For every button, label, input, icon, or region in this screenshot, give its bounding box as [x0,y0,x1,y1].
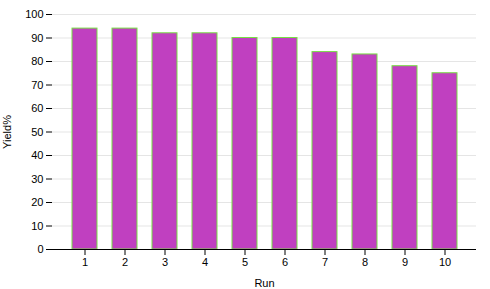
svg-text:10: 10 [31,220,43,232]
svg-text:0: 0 [37,243,43,255]
svg-text:20: 20 [31,196,43,208]
svg-text:30: 30 [31,173,43,185]
svg-text:7: 7 [322,256,328,268]
svg-text:Yield%: Yield% [1,115,13,149]
svg-text:80: 80 [31,55,43,67]
svg-text:2: 2 [122,256,128,268]
svg-text:60: 60 [31,102,43,114]
svg-text:50: 50 [31,126,43,138]
svg-text:5: 5 [242,256,248,268]
svg-text:8: 8 [362,256,368,268]
svg-text:4: 4 [202,256,208,268]
svg-text:9: 9 [402,256,408,268]
svg-text:6: 6 [282,256,288,268]
svg-text:Run: Run [254,277,274,289]
svg-text:10: 10 [439,256,451,268]
svg-text:1: 1 [82,256,88,268]
svg-text:100: 100 [25,8,43,20]
svg-text:90: 90 [31,32,43,44]
svg-text:70: 70 [31,79,43,91]
svg-text:40: 40 [31,149,43,161]
svg-text:3: 3 [162,256,168,268]
